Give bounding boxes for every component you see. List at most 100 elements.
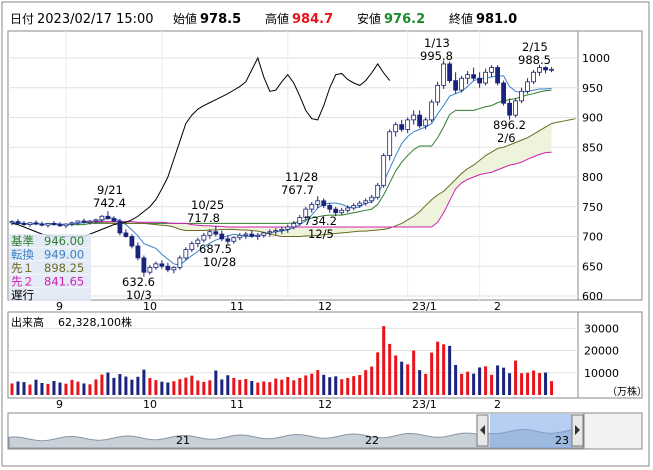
price-tick-label: 1000: [582, 52, 610, 65]
navigator-label-21: 21: [176, 434, 190, 447]
volume-unit-label: （万株）: [607, 385, 647, 398]
candle: [417, 110, 423, 129]
volume-bar: [64, 383, 68, 395]
x-axis-label: 12: [318, 398, 332, 411]
volume-bar: [178, 379, 182, 395]
volume-bar: [382, 326, 386, 395]
volume-bar: [10, 383, 14, 395]
legend-value: 946.00: [44, 234, 84, 248]
candle: [405, 117, 411, 133]
volume-bar: [376, 352, 380, 395]
candle: [129, 234, 135, 249]
annotation-date: 9/21: [97, 183, 123, 197]
candle: [459, 75, 465, 93]
candle: [363, 198, 369, 206]
volume-bar: [148, 378, 152, 395]
candle: [237, 232, 243, 241]
volume-bar: [496, 365, 500, 395]
candle: [495, 65, 500, 86]
annotation-date: 12/5: [308, 227, 334, 241]
candle: [429, 99, 435, 123]
navigator-selection[interactable]: [490, 414, 572, 448]
annotation-value: 742.4: [93, 196, 126, 210]
volume-bar: [160, 381, 164, 395]
indicator-legend: 基準 946.00 転換 949.00 先１ 898.25 先２ 841.65 遅行: [9, 234, 91, 302]
legend-row-bg: [9, 247, 91, 261]
volume-tick-label: 20000: [584, 345, 619, 358]
navigator-label-23: 23: [555, 434, 569, 447]
series-line-先１: [83, 118, 576, 237]
candle: [357, 200, 363, 208]
candle: [291, 221, 297, 230]
candle: [507, 98, 512, 120]
candle: [243, 231, 249, 239]
candle: [351, 203, 357, 211]
series-line-基準: [12, 89, 552, 226]
price-tick-label: 600: [582, 290, 603, 303]
candle: [111, 216, 117, 223]
volume-bar: [370, 366, 374, 395]
volume-bar: [82, 383, 86, 395]
candle: [189, 241, 195, 252]
volume-bar: [244, 379, 248, 395]
candle: [21, 221, 27, 226]
candle: [153, 261, 159, 270]
price-grid: [8, 31, 578, 300]
close-value: 981.0: [476, 12, 517, 27]
volume-bar: [262, 381, 266, 395]
annotation-value: 734.2: [304, 214, 337, 228]
range-navigator[interactable]: 21 22 23: [7, 412, 643, 450]
x-axis-label: 10: [143, 300, 157, 313]
candle: [219, 230, 225, 242]
candle: [501, 80, 506, 106]
volume-bar: [238, 379, 242, 395]
candle: [435, 81, 441, 106]
candle: [441, 60, 447, 89]
legend-name: 遅行: [11, 288, 34, 302]
candle: [27, 222, 33, 227]
volume-bar: [106, 372, 110, 395]
volume-bar: [280, 379, 284, 395]
candle: [453, 72, 459, 94]
candle: [447, 61, 453, 83]
candle: [165, 262, 171, 273]
candle: [513, 98, 518, 118]
price-tick-label: 700: [582, 231, 603, 244]
candle: [525, 78, 530, 94]
low-value: 976.2: [384, 12, 425, 27]
candle: [267, 229, 273, 237]
volume-bar: [208, 380, 212, 395]
volume-bar: [544, 372, 548, 395]
candle: [69, 221, 75, 227]
volume-bar: [34, 379, 38, 395]
legend-value: 949.00: [44, 248, 84, 262]
close-label: 終値: [449, 11, 473, 26]
volume-bar: [310, 373, 314, 395]
volume-title: 出来高: [11, 315, 44, 329]
navigator-blank: [583, 412, 643, 450]
volume-axis-panel: [577, 311, 643, 399]
volume-bar: [28, 384, 32, 395]
candle: [411, 110, 417, 125]
legend-row-bg: [9, 274, 91, 288]
volume-bar: [520, 373, 524, 395]
volume-bar: [190, 375, 194, 395]
candle: [303, 206, 309, 220]
volume-bar: [478, 367, 482, 395]
ohlc-header: 日付 2023/02/17 15:00 始値 978.5 高値 984.7 安値…: [10, 11, 517, 27]
chevron-right-icon: [575, 425, 580, 435]
chevron-left-icon: [480, 425, 485, 435]
annotation-value: 988.5: [518, 53, 551, 67]
volume-bar: [328, 377, 332, 395]
volume-x-axis-labels: 9 10 11 12 23/1 2: [56, 398, 501, 411]
volume-bar: [118, 374, 122, 395]
volume-bar: [514, 360, 518, 395]
candle: [531, 69, 536, 85]
legend-name: 先１: [11, 261, 34, 275]
x-axis-label: 23/1: [412, 398, 437, 411]
volume-bar: [454, 365, 458, 395]
price-tick-label: 800: [582, 171, 603, 184]
candle: [537, 64, 542, 76]
high-value: 984.7: [292, 12, 333, 27]
